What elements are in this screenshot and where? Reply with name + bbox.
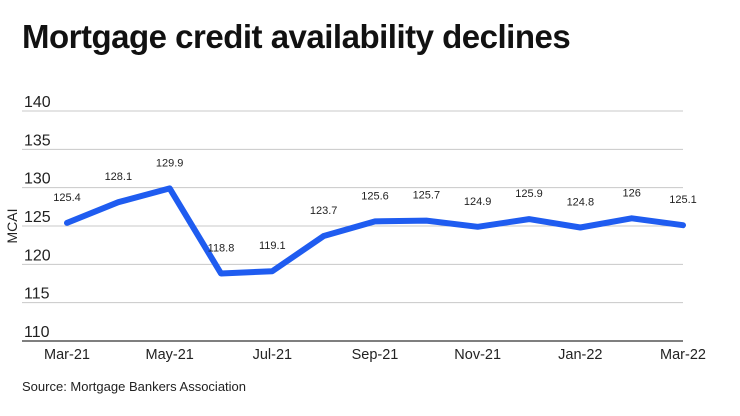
data-label: 128.1 [105, 171, 133, 183]
data-label: 126 [622, 187, 640, 199]
x-tick-label: Jan-22 [558, 347, 602, 363]
data-label: 123.7 [310, 205, 338, 217]
y-axis-label: MCAI [4, 209, 20, 244]
x-tick-label: Mar-21 [44, 347, 90, 363]
data-label: 125.6 [361, 190, 389, 202]
x-tick-label: Nov-21 [454, 347, 501, 363]
y-tick-label: 135 [24, 132, 51, 149]
data-label: 125.9 [515, 188, 543, 200]
data-label: 125.7 [413, 190, 441, 202]
source-note: Source: Mortgage Bankers Association [22, 379, 247, 394]
y-tick-label: 110 [24, 324, 50, 341]
y-tick-label: 130 [24, 171, 51, 188]
x-tick-label: Mar-22 [660, 347, 706, 363]
data-label: 129.9 [156, 157, 184, 169]
x-tick-label: May-21 [145, 347, 193, 363]
chart-title: Mortgage credit availability declines [22, 18, 571, 55]
data-label: 125.4 [53, 192, 81, 204]
data-label: 124.8 [567, 197, 595, 209]
data-label: 124.9 [464, 196, 492, 208]
y-tick-label: 120 [24, 247, 51, 264]
data-label: 125.1 [669, 194, 697, 206]
y-tick-label: 125 [24, 209, 51, 226]
x-tick-label: Sep-21 [352, 347, 399, 363]
y-tick-label: 115 [24, 286, 50, 303]
data-label: 118.8 [208, 243, 235, 255]
data-label: 119.1 [259, 240, 286, 252]
series-line [64, 185, 686, 277]
y-tick-label: 140 [24, 94, 51, 111]
x-tick-label: Jul-21 [253, 347, 293, 363]
